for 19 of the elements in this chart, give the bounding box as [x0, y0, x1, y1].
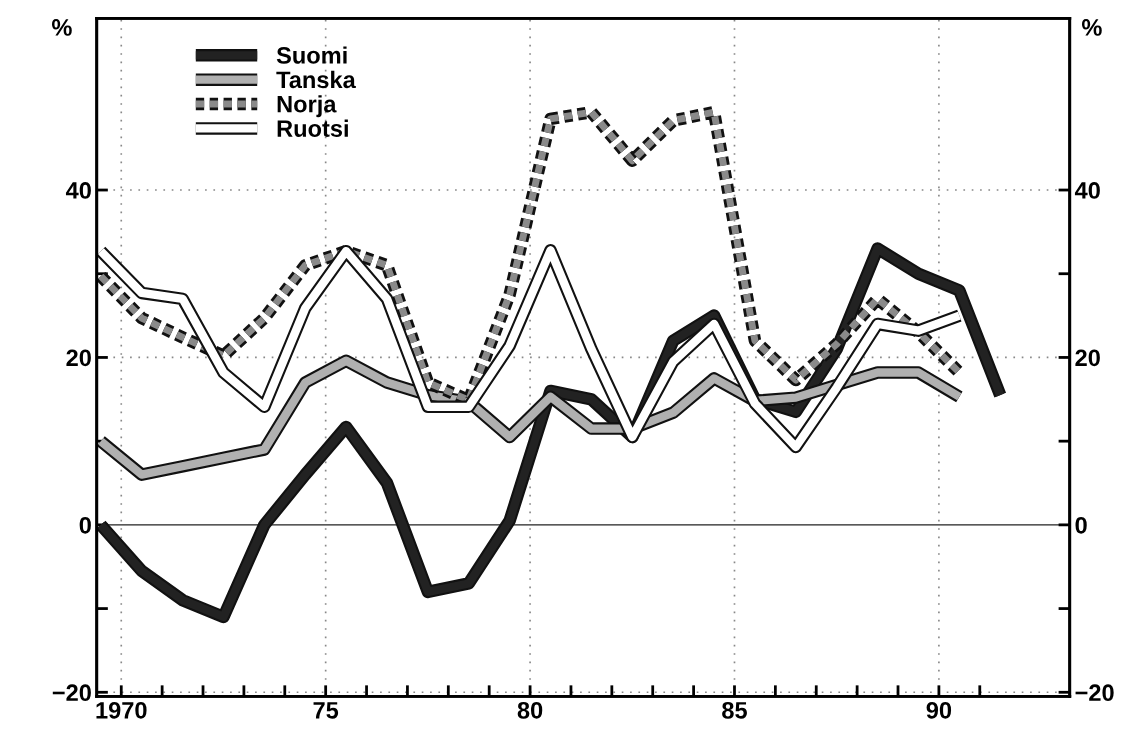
x-tick-label: 80 — [517, 701, 543, 719]
y-tick-label: 40 — [65, 182, 91, 199]
x-tick-label: 75 — [313, 702, 339, 719]
y-tick-label: 20 — [66, 349, 91, 367]
legend-label: Tanska — [276, 70, 356, 89]
y2-tick-label: −20 — [1075, 684, 1114, 702]
y2-tick-label: 20 — [1075, 349, 1100, 367]
legend-label: Norja — [277, 95, 337, 118]
y2-axis-title: % — [1081, 19, 1102, 36]
legend-label: Suomi — [276, 46, 347, 64]
y2-tick-label: 0 — [1075, 516, 1087, 534]
y2-tick-label: 40 — [1074, 182, 1100, 199]
x-tick-label: 1970 — [96, 701, 147, 719]
x-tick-label: 85 — [722, 701, 747, 719]
y-tick-label: −20 — [52, 684, 91, 702]
y-axis-title: % — [52, 19, 72, 36]
legend-label: Ruotsi — [277, 119, 348, 137]
x-tick-label: 90 — [926, 701, 952, 719]
y-tick-label: 0 — [79, 516, 91, 534]
